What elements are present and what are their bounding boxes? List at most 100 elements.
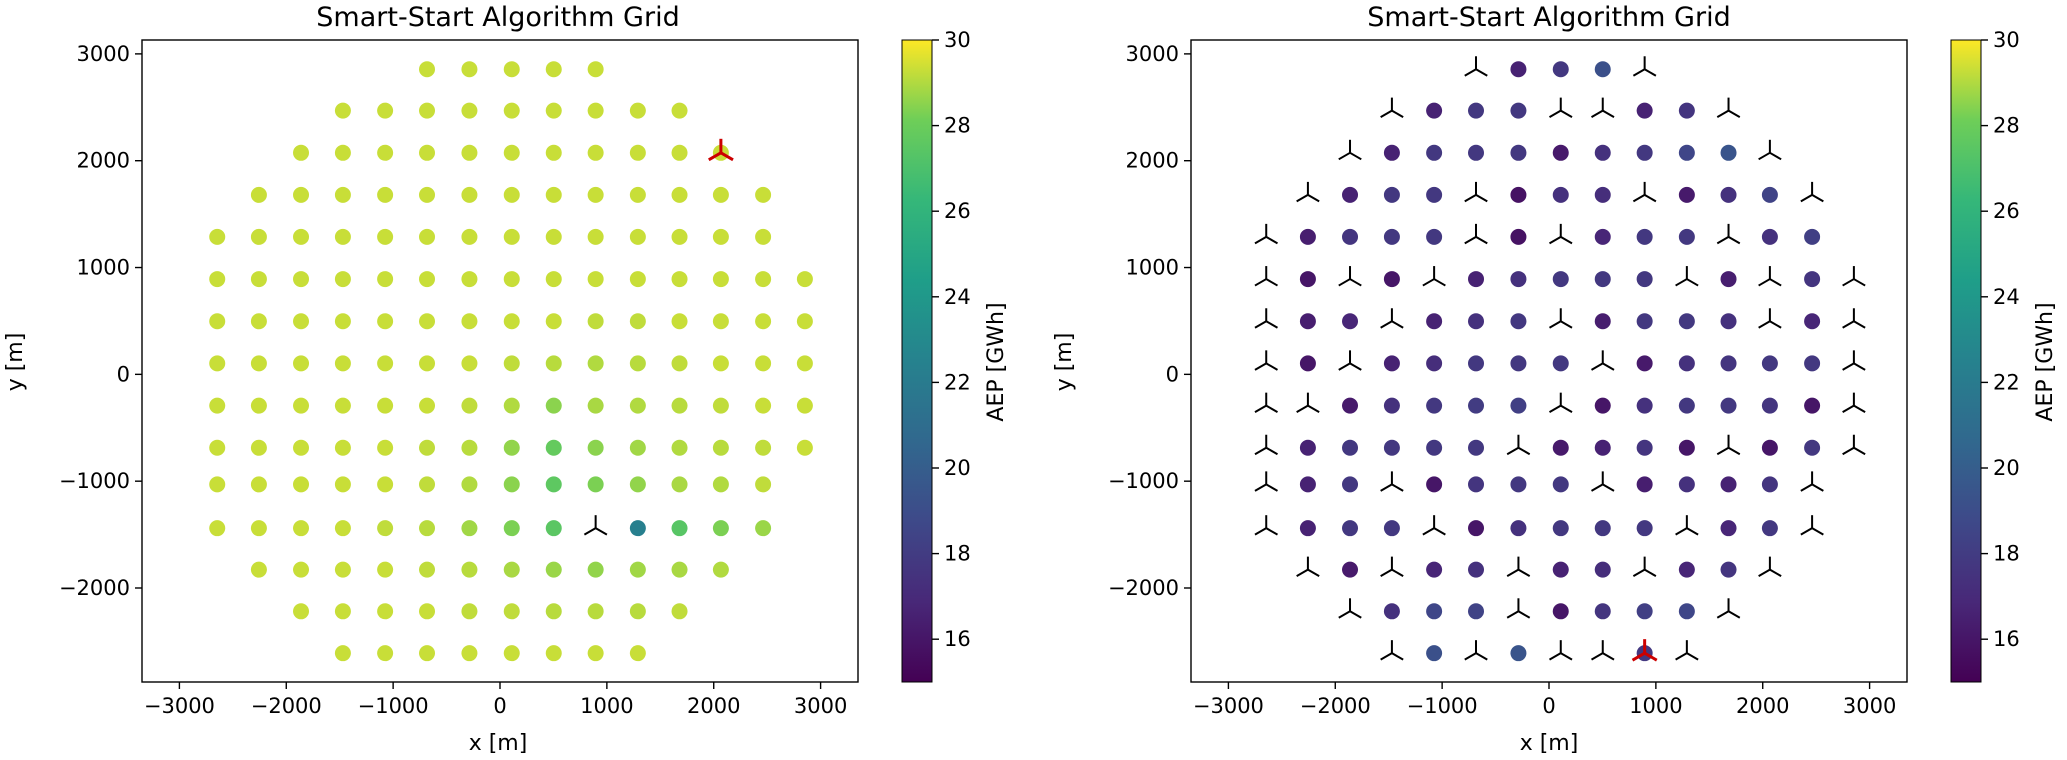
data-point bbox=[461, 520, 478, 537]
data-point bbox=[587, 102, 604, 119]
data-point bbox=[293, 520, 310, 537]
data-point bbox=[209, 520, 226, 537]
data-point bbox=[1636, 102, 1653, 119]
y-tick-label: 0 bbox=[117, 362, 130, 386]
data-point bbox=[671, 603, 688, 620]
data-point bbox=[1720, 561, 1737, 578]
data-point bbox=[1678, 102, 1695, 119]
data-point bbox=[334, 397, 351, 414]
colorbar-tick-label: 22 bbox=[1993, 370, 2020, 394]
data-point bbox=[334, 313, 351, 330]
data-point bbox=[1468, 397, 1485, 414]
data-point bbox=[629, 186, 646, 203]
data-point bbox=[377, 645, 394, 662]
colorbar-ticks: 16 18 20 22 24 26 28 30 bbox=[932, 28, 971, 651]
data-point bbox=[461, 313, 478, 330]
data-point bbox=[1299, 439, 1316, 456]
data-point bbox=[1761, 228, 1778, 245]
data-point bbox=[419, 397, 436, 414]
data-point bbox=[1636, 520, 1653, 537]
x-tick-label: −1000 bbox=[1407, 694, 1478, 718]
data-point bbox=[1426, 102, 1443, 119]
axes-frame bbox=[1190, 39, 1908, 683]
data-point bbox=[755, 355, 772, 372]
data-point bbox=[1510, 645, 1527, 662]
data-point bbox=[712, 561, 729, 578]
turbine-marker bbox=[1338, 350, 1362, 371]
data-point bbox=[1594, 520, 1611, 537]
data-point bbox=[796, 313, 813, 330]
y-tick-label: −1000 bbox=[1108, 469, 1179, 493]
data-point bbox=[209, 439, 226, 456]
data-point bbox=[587, 313, 604, 330]
data-point bbox=[503, 561, 520, 578]
x-tick-label: −2000 bbox=[1300, 694, 1371, 718]
turbine-marker bbox=[1254, 350, 1278, 371]
data-point bbox=[545, 397, 562, 414]
data-point bbox=[209, 228, 226, 245]
data-point bbox=[1720, 397, 1737, 414]
plot-area bbox=[209, 61, 813, 662]
data-point bbox=[461, 355, 478, 372]
data-point bbox=[419, 520, 436, 537]
data-point bbox=[377, 102, 394, 119]
chart-title: Smart-Start Algorithm Grid bbox=[1367, 2, 1730, 33]
data-point bbox=[712, 228, 729, 245]
data-point bbox=[1678, 228, 1695, 245]
turbine-marker bbox=[1380, 471, 1404, 492]
data-point bbox=[461, 144, 478, 161]
data-point bbox=[461, 228, 478, 245]
x-tick-label: 1000 bbox=[1629, 694, 1682, 718]
y-ticks: −2000 −1000 0 1000 2000 3000 bbox=[59, 42, 142, 600]
data-point bbox=[461, 603, 478, 620]
turbine-marker bbox=[1422, 515, 1446, 536]
turbine-marker bbox=[1800, 515, 1824, 536]
data-point bbox=[1342, 439, 1359, 456]
x-tick-label: 2000 bbox=[1736, 694, 1789, 718]
y-tick-label: 3000 bbox=[1126, 42, 1179, 66]
data-point bbox=[629, 313, 646, 330]
data-point bbox=[293, 603, 310, 620]
data-point bbox=[1761, 186, 1778, 203]
data-point bbox=[1804, 313, 1821, 330]
data-point bbox=[671, 144, 688, 161]
plot-area bbox=[1254, 56, 1866, 662]
turbine-marker bbox=[1716, 97, 1741, 118]
data-point bbox=[503, 271, 520, 288]
data-point bbox=[1510, 476, 1527, 493]
colorbar-tick-label: 16 bbox=[944, 627, 971, 651]
data-point bbox=[587, 355, 604, 372]
turbine-marker bbox=[1464, 181, 1488, 203]
data-point bbox=[1468, 476, 1485, 493]
data-point bbox=[1299, 271, 1316, 288]
data-point bbox=[1678, 561, 1695, 578]
colorbar-tick-label: 30 bbox=[944, 28, 971, 52]
data-point bbox=[1594, 228, 1611, 245]
data-point bbox=[712, 186, 729, 203]
data-point bbox=[587, 439, 604, 456]
x-axis-label: x [m] bbox=[1520, 731, 1579, 756]
data-point bbox=[1761, 520, 1778, 537]
turbine-marker bbox=[1842, 392, 1866, 414]
turbine-marker bbox=[1548, 308, 1573, 329]
data-point bbox=[419, 186, 436, 203]
data-point bbox=[1552, 61, 1569, 78]
data-point bbox=[503, 645, 520, 662]
data-point bbox=[1678, 439, 1695, 456]
data-point bbox=[1720, 271, 1737, 288]
data-point bbox=[755, 313, 772, 330]
data-point bbox=[1510, 186, 1527, 203]
data-point bbox=[545, 439, 562, 456]
data-point bbox=[250, 355, 267, 372]
data-point bbox=[671, 102, 688, 119]
data-point bbox=[419, 476, 436, 493]
data-point bbox=[545, 228, 562, 245]
x-tick-label: 0 bbox=[1542, 694, 1555, 718]
y-axis-label: y [m] bbox=[3, 333, 28, 392]
data-point bbox=[334, 186, 351, 203]
turbine-marker bbox=[583, 515, 608, 536]
colorbar-tick-label: 24 bbox=[1993, 285, 2020, 309]
data-point bbox=[1678, 355, 1695, 372]
data-point bbox=[1804, 355, 1821, 372]
data-point bbox=[1510, 355, 1527, 372]
